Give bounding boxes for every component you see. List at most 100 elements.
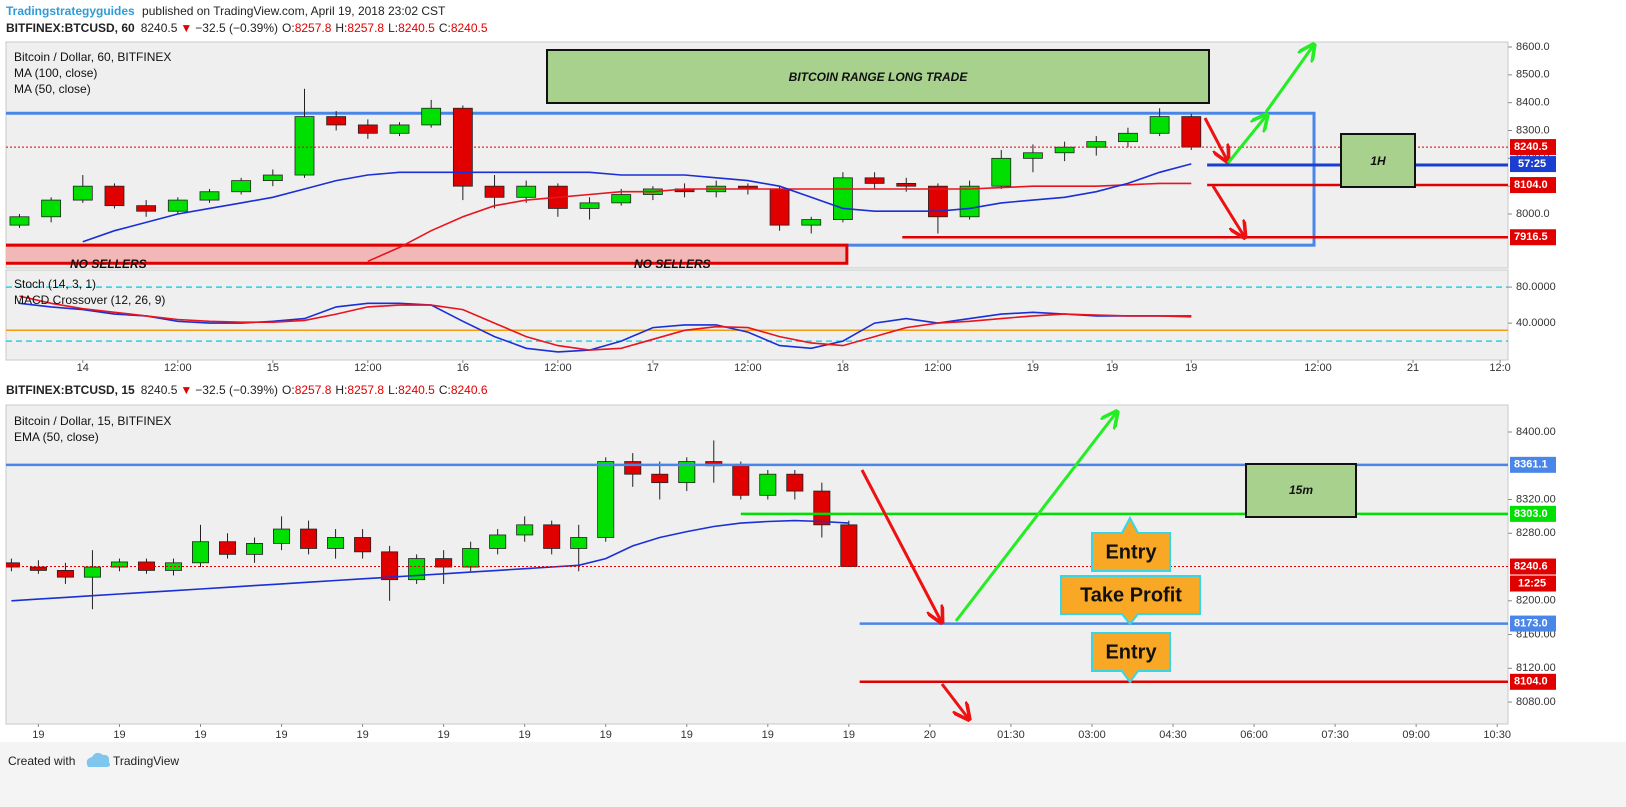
axis: BITFINEX:BTCUSD, 60 8240.5 ▼ −32.5 (−0.39%)… bbox=[6, 21, 1556, 246]
candle-body bbox=[408, 558, 426, 581]
candle-body bbox=[354, 537, 372, 553]
callout-label: Entry bbox=[1105, 641, 1157, 663]
x-tick-label: 19 bbox=[113, 729, 125, 741]
candle-body bbox=[1054, 146, 1075, 154]
x-tick-label: 19 bbox=[356, 729, 368, 741]
range-box bbox=[6, 243, 849, 265]
candle-body bbox=[6, 562, 20, 568]
x-tick-label: 07:30 bbox=[1321, 729, 1349, 741]
y-tick-label: 8000.0 bbox=[1516, 208, 1550, 220]
candle-body bbox=[29, 566, 47, 571]
x-tick-label: 16 bbox=[457, 362, 469, 374]
price-label: 8240.5 bbox=[1514, 141, 1548, 153]
x-tick-label: 12:00 bbox=[164, 362, 192, 374]
candle-body bbox=[381, 551, 399, 581]
legend-entry: MACD Crossover (12, 26, 9) bbox=[14, 293, 165, 307]
candle-body bbox=[813, 490, 831, 526]
publish-line: Tradingstrategyguides published on Tradi… bbox=[6, 4, 446, 18]
x-tick-label: 19 bbox=[762, 729, 774, 741]
candle-body bbox=[597, 461, 615, 538]
plot-area bbox=[6, 286, 1508, 353]
last-price: 8240.5 bbox=[141, 383, 178, 397]
annotation: NO SELLERS bbox=[634, 257, 711, 271]
footer-text: Created with bbox=[8, 754, 75, 768]
ohlc-label: C: bbox=[439, 383, 451, 397]
candle-body bbox=[72, 185, 93, 201]
candle-body bbox=[864, 177, 885, 184]
y-tick-label: 8320.00 bbox=[1516, 493, 1556, 505]
candle-body bbox=[191, 541, 210, 564]
y-tick-label: 40.0000 bbox=[1516, 317, 1556, 329]
candle-body bbox=[579, 202, 600, 209]
series-line bbox=[19, 295, 1192, 351]
change: −32.5 (−0.39%) bbox=[195, 21, 278, 35]
x-tick-label: 19 bbox=[600, 729, 612, 741]
x-tick-label: 19 bbox=[681, 729, 693, 741]
candle-body bbox=[896, 182, 917, 187]
author[interactable]: Tradingstrategyguides bbox=[6, 4, 135, 18]
legend-entry: MA (50, close) bbox=[14, 82, 91, 96]
y-tick-label: 8600.0 bbox=[1516, 41, 1550, 53]
x-tick-label: 12:00 bbox=[1304, 362, 1332, 374]
series-line bbox=[11, 519, 849, 602]
x-tick-label: 19 bbox=[1106, 362, 1118, 374]
y-tick-label: 80.0000 bbox=[1516, 281, 1556, 293]
published: published on TradingView.com, April 19, … bbox=[142, 4, 446, 18]
axis: Stoch (14, 3, 1) MACD Crossover (12, 26, … bbox=[14, 277, 1556, 374]
x-tick-label: 19 bbox=[194, 729, 206, 741]
ohlc-label: H: bbox=[335, 21, 347, 35]
candle-body bbox=[9, 216, 30, 226]
candle-body bbox=[801, 219, 822, 226]
candle-body bbox=[300, 528, 318, 549]
ohlc-label: O: bbox=[282, 21, 295, 35]
candle-body bbox=[1149, 116, 1170, 134]
candle-body bbox=[1118, 132, 1138, 143]
countdown-label: 12:25 bbox=[1518, 577, 1546, 589]
candle-body bbox=[484, 185, 505, 198]
callout bbox=[1091, 515, 1171, 572]
candle-body bbox=[786, 473, 804, 492]
candle-body bbox=[732, 465, 750, 496]
candle-body bbox=[570, 537, 588, 549]
y-tick-label: 8080.00 bbox=[1516, 696, 1556, 708]
price-label-box bbox=[1510, 229, 1556, 246]
countdown-box bbox=[1510, 575, 1556, 592]
legend-entry: MA (100, close) bbox=[14, 66, 97, 80]
candle-body bbox=[164, 562, 182, 571]
chart-title: BITCOIN RANGE LONG TRADE bbox=[789, 70, 969, 84]
candle-body bbox=[104, 185, 125, 207]
candle-body bbox=[840, 524, 858, 567]
arrow bbox=[860, 469, 941, 621]
candle-body bbox=[462, 548, 480, 568]
plot-area bbox=[6, 88, 1508, 265]
candle-body bbox=[262, 174, 283, 182]
ohlc-value: 8257.8 bbox=[295, 383, 332, 397]
y-tick-label: 8400.00 bbox=[1516, 426, 1556, 438]
callout bbox=[1060, 575, 1201, 626]
candle-body bbox=[326, 116, 347, 126]
candle-body bbox=[136, 205, 157, 212]
overlay: BITCOIN RANGE LONG TRADE 1H NO SELLERS N… bbox=[70, 46, 1416, 718]
price-label-box bbox=[1510, 456, 1556, 473]
candle-body bbox=[83, 566, 101, 578]
callout-label: Take Profit bbox=[1080, 584, 1182, 606]
candle-body bbox=[759, 473, 777, 496]
timeframe-label: 1H bbox=[1370, 154, 1386, 168]
x-tick-label: 19 bbox=[275, 729, 287, 741]
x-tick-label: 19 bbox=[1185, 362, 1197, 374]
ohlc-label: H: bbox=[335, 383, 347, 397]
callout bbox=[1091, 632, 1171, 684]
x-tick-label: 10:30 bbox=[1483, 729, 1511, 741]
candle-body bbox=[41, 199, 62, 218]
x-tick-label: 12:00 bbox=[924, 362, 952, 374]
price-label-box bbox=[1510, 139, 1556, 156]
callout-label: Entry bbox=[1105, 541, 1157, 563]
arrow bbox=[1226, 116, 1266, 164]
footer-brand[interactable]: TradingView bbox=[113, 754, 179, 768]
candle-body bbox=[651, 473, 669, 484]
price-label-box bbox=[1510, 177, 1556, 194]
candle-body bbox=[769, 188, 790, 226]
x-tick-label: 19 bbox=[438, 729, 450, 741]
candle-body bbox=[246, 543, 264, 555]
x-tick-label: 03:00 bbox=[1078, 729, 1106, 741]
